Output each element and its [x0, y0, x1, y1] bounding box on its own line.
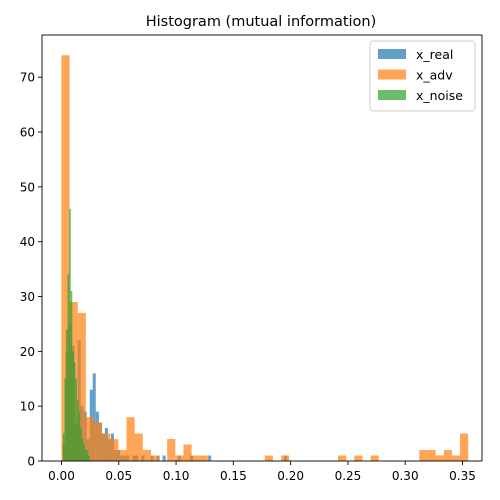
bar-x_adv-0	[61, 55, 70, 461]
y-tick-label: 40	[20, 235, 35, 249]
x-tick-label: 0.30	[392, 469, 419, 483]
bar-x_adv-15	[191, 455, 200, 461]
bar-x_real-10	[92, 373, 96, 461]
bar-x_adv-26	[451, 455, 461, 461]
bar-x_adv-9	[134, 433, 143, 461]
bar-x_adv-4	[93, 422, 103, 461]
bar-x_adv-6	[110, 439, 119, 461]
bar-x_noise-5	[70, 291, 73, 461]
bar-x_adv-22	[419, 450, 428, 461]
series-x_adv	[61, 55, 469, 461]
x-tick-label: 0.10	[163, 469, 190, 483]
bar-x_noise-15	[86, 450, 89, 461]
bar-x_noise-4	[69, 208, 71, 461]
x-tick-label: 0.35	[449, 469, 476, 483]
bar-x_adv-27	[460, 433, 469, 461]
chart-title: Histogram (mutual information)	[146, 14, 377, 30]
bar-x_noise-3	[67, 274, 70, 461]
x-tick-label: 0.20	[277, 469, 304, 483]
bar-x_noise-6	[72, 351, 74, 461]
legend-label-x_real: x_real	[416, 47, 453, 62]
bar-x_real-30	[208, 455, 212, 461]
bar-x_adv-8	[126, 417, 135, 461]
bar-x_adv-13	[175, 455, 184, 461]
y-tick-label: 70	[20, 71, 35, 85]
bar-x_adv-25	[443, 450, 452, 461]
bar-x_noise-14	[84, 450, 87, 461]
y-tick-label: 10	[20, 400, 35, 414]
bar-x_noise-11	[80, 428, 82, 461]
bar-x_real-27	[162, 455, 166, 461]
bar-x_adv-3	[85, 417, 94, 461]
bar-x_adv-14	[183, 444, 192, 461]
series-x_noise	[62, 208, 90, 461]
legend-swatch-x_adv	[378, 69, 406, 80]
bar-x_adv-5	[102, 433, 111, 461]
legend-label-x_noise: x_noise	[416, 88, 463, 103]
legend: x_real x_adv x_noise	[369, 40, 476, 112]
bar-x_adv-19	[338, 455, 347, 461]
axes-frame	[41, 34, 483, 462]
axes-layer: 0.00 0.05 0.10 0.15 0.20 0.25 0.30 0.35 0 10 20 30 4…	[20, 34, 483, 483]
bar-x_adv-10	[142, 450, 151, 461]
bar-x_noise-0	[62, 433, 65, 461]
x-tick-label: 0.00	[48, 469, 75, 483]
bar-x_adv-12	[167, 439, 176, 461]
bar-x_noise-9	[77, 400, 79, 461]
bar-x_adv-7	[118, 450, 127, 461]
y-tick-label: 50	[20, 180, 35, 194]
bar-x_noise-2	[65, 329, 68, 461]
x-tick-label: 0.15	[220, 469, 247, 483]
bar-x_adv-24	[435, 455, 444, 461]
bar-x_noise-10	[78, 411, 81, 461]
bar-x_adv-17	[264, 455, 273, 461]
bar-x_adv-11	[150, 455, 160, 461]
bar-x_noise-12	[81, 439, 84, 461]
legend-swatch-x_noise	[378, 90, 406, 100]
bar-x_noise-8	[75, 378, 78, 461]
bar-x_adv-2	[77, 312, 86, 461]
x-tick-label: 0.05	[105, 469, 132, 483]
bar-x_adv-16	[199, 455, 208, 461]
bar-x_noise-7	[73, 362, 76, 461]
bar-x_noise-13	[83, 444, 85, 461]
bar-x_adv-20	[354, 455, 363, 461]
y-tick-label: 0	[27, 455, 35, 469]
y-tick-label: 20	[20, 345, 35, 359]
y-tick-label: 60	[20, 126, 35, 140]
bar-x_adv-21	[370, 455, 379, 461]
bar-x_adv-18	[281, 455, 290, 461]
legend-label-x_adv: x_adv	[416, 68, 453, 83]
bar-x_noise-1	[64, 378, 67, 461]
bar-x_adv-23	[427, 450, 436, 461]
bars-layer	[61, 55, 469, 461]
y-tick-label: 30	[20, 290, 35, 304]
x-tick-label: 0.25	[335, 469, 362, 483]
legend-swatch-x_real	[378, 49, 406, 59]
bar-x_noise-16	[88, 455, 90, 461]
